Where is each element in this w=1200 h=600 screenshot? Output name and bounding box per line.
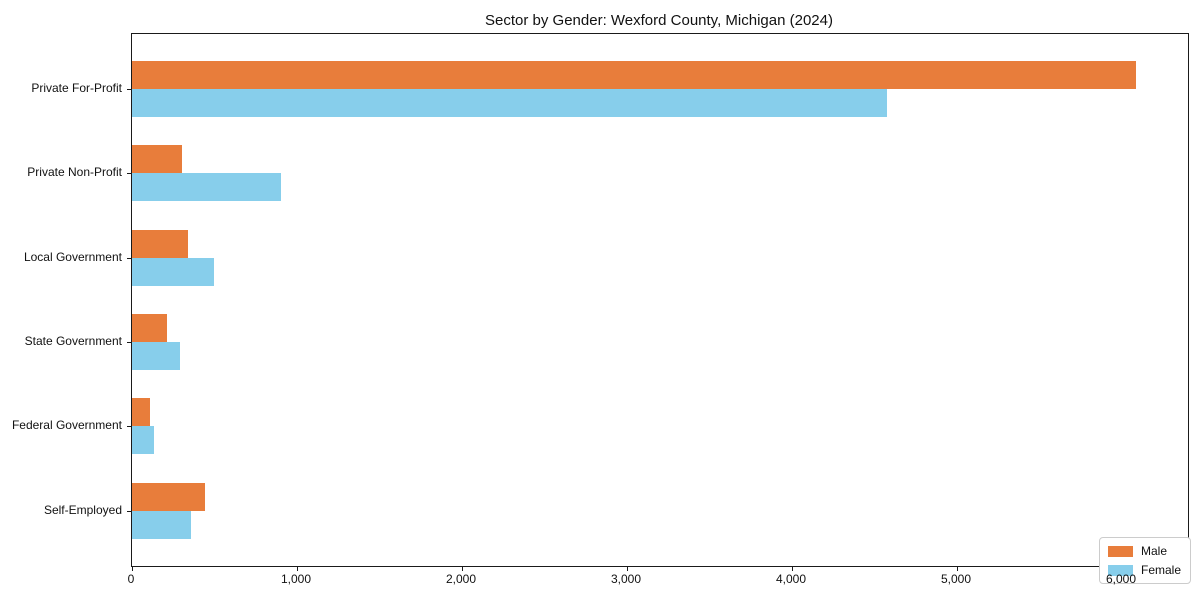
y-tick-mark <box>127 426 131 428</box>
plot-area <box>127 33 1189 571</box>
female-bar <box>132 257 214 286</box>
y-tick-mark <box>127 173 131 175</box>
category-label: Private For-Profit <box>31 81 122 95</box>
y-tick-mark <box>127 341 131 343</box>
male-bar <box>132 313 168 342</box>
y-tick-mark <box>127 510 131 512</box>
bar-group <box>132 145 1188 202</box>
male-bar <box>132 229 189 258</box>
x-tick-mark <box>627 567 628 571</box>
x-tick-label: 5,000 <box>940 572 972 586</box>
chart-title: Sector by Gender: Wexford County, Michig… <box>485 12 833 29</box>
x-tick-label: 3,000 <box>610 572 642 586</box>
x-tick-label: 0 <box>127 572 135 586</box>
legend-label-female: Female <box>1140 563 1181 577</box>
bar-group <box>132 229 1188 286</box>
x-tick-mark <box>462 567 463 571</box>
y-tick-mark <box>127 257 131 259</box>
male-swatch <box>1107 545 1133 557</box>
male-bar <box>132 398 151 427</box>
category-label: Private Non-Profit <box>27 165 122 180</box>
male-bar <box>132 61 1137 89</box>
male-bar <box>132 482 205 511</box>
female-bar <box>132 510 192 539</box>
female-bar <box>132 426 154 455</box>
category-label: Local Government <box>23 249 122 264</box>
legend-item-male: Male <box>1107 544 1181 558</box>
female-swatch <box>1107 564 1133 576</box>
category-label: State Government <box>24 333 122 348</box>
bar-group <box>132 61 1188 117</box>
male-bar <box>132 145 182 174</box>
legend-label-male: Male <box>1140 544 1167 558</box>
bar-group <box>132 313 1188 370</box>
x-tick-label: 1,000 <box>280 572 312 586</box>
female-bar <box>132 89 887 117</box>
legend-item-female: Female <box>1107 563 1181 577</box>
x-tick-mark <box>957 567 958 571</box>
x-tick-mark <box>297 567 298 571</box>
x-tick-label: 4,000 <box>775 572 807 586</box>
legend: Male Female <box>1098 537 1191 584</box>
y-tick-mark <box>127 89 131 90</box>
x-tick-label: 6,000 <box>1105 572 1137 586</box>
bar-group <box>132 482 1188 539</box>
x-tick-mark <box>132 567 133 571</box>
female-bar <box>132 173 282 202</box>
category-label: Self-Employed <box>43 502 122 517</box>
category-label: Federal Government <box>11 418 122 433</box>
x-tick-mark <box>792 567 793 571</box>
bar-group <box>132 398 1188 455</box>
x-tick-label: 2,000 <box>445 572 477 586</box>
female-bar <box>132 341 180 370</box>
